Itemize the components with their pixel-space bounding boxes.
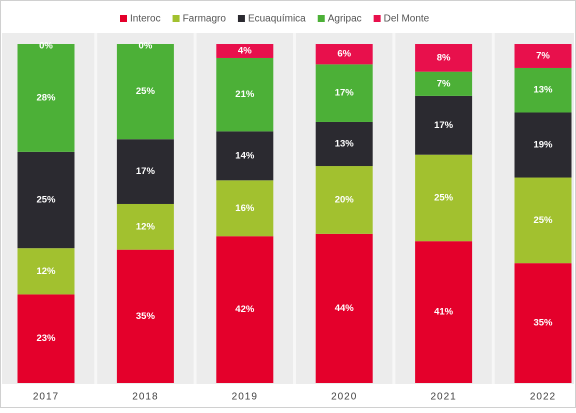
data-label: 41% bbox=[434, 307, 454, 318]
x-tick-label: 2017 bbox=[33, 392, 59, 403]
data-label: 17% bbox=[335, 88, 355, 99]
data-label: 23% bbox=[36, 333, 56, 344]
bar-segment bbox=[216, 180, 274, 237]
x-tick-label: 2018 bbox=[132, 392, 158, 403]
x-tick-label: 2021 bbox=[430, 392, 456, 403]
legend-label: Interoc bbox=[130, 14, 161, 25]
legend-swatch bbox=[373, 15, 381, 22]
bar-segment bbox=[116, 44, 174, 140]
data-label: 7% bbox=[536, 51, 550, 62]
data-label: 35% bbox=[533, 318, 553, 329]
bar-segment bbox=[17, 44, 75, 152]
data-label: 44% bbox=[335, 303, 355, 314]
bar-segment bbox=[17, 294, 75, 383]
legend-swatch bbox=[120, 15, 127, 22]
bar-segment bbox=[315, 121, 373, 167]
bar-segment bbox=[415, 44, 473, 72]
data-label: 13% bbox=[533, 85, 553, 96]
data-label: 19% bbox=[533, 140, 553, 151]
data-label: 25% bbox=[36, 195, 56, 206]
bar-segment bbox=[17, 151, 75, 249]
x-tick-label: 2019 bbox=[232, 392, 258, 403]
bar-segment bbox=[116, 139, 174, 204]
data-label: 42% bbox=[235, 304, 255, 315]
data-label: 17% bbox=[136, 166, 156, 177]
bar-segment bbox=[415, 241, 473, 383]
bar-segment bbox=[216, 44, 274, 58]
bar-segment bbox=[514, 177, 572, 264]
bar-segment bbox=[216, 236, 274, 383]
legend-label: Del Monte bbox=[384, 14, 430, 25]
bar-segment bbox=[17, 248, 75, 295]
data-label: 25% bbox=[136, 86, 156, 97]
data-label: 0% bbox=[39, 41, 53, 52]
plot-area bbox=[2, 33, 574, 384]
data-label: 28% bbox=[36, 92, 56, 103]
bar-segment bbox=[116, 249, 174, 383]
data-label: 17% bbox=[434, 120, 454, 131]
bar-segment bbox=[315, 233, 373, 383]
bar-segment bbox=[315, 64, 373, 122]
data-label: 0% bbox=[139, 41, 153, 52]
bar-segment bbox=[415, 154, 473, 242]
bar-segment bbox=[514, 67, 572, 113]
data-label: 16% bbox=[235, 203, 255, 214]
data-label: 12% bbox=[136, 221, 156, 232]
data-label: 14% bbox=[235, 150, 255, 161]
data-label: 7% bbox=[437, 78, 451, 89]
data-label: 25% bbox=[533, 215, 553, 226]
data-label: 21% bbox=[235, 89, 255, 100]
data-label: 35% bbox=[136, 311, 156, 322]
data-label: 20% bbox=[335, 194, 355, 205]
bar-segment bbox=[514, 263, 572, 383]
data-label: 25% bbox=[434, 192, 454, 203]
bar-segment bbox=[216, 57, 274, 132]
legend-swatch bbox=[317, 15, 325, 22]
data-label: 13% bbox=[335, 139, 355, 150]
legend-label: Agripac bbox=[328, 14, 362, 25]
bar-segment bbox=[415, 71, 473, 96]
x-tick-label: 2022 bbox=[530, 392, 556, 403]
legend-swatch bbox=[237, 15, 245, 22]
data-label: 4% bbox=[238, 46, 252, 57]
bar-segment bbox=[216, 131, 274, 181]
data-label: 6% bbox=[337, 49, 351, 60]
bar-segment bbox=[315, 166, 373, 234]
bar-segment bbox=[514, 44, 572, 68]
data-label: 8% bbox=[437, 52, 451, 63]
bar-segment bbox=[116, 203, 174, 250]
bar-segment bbox=[315, 44, 373, 65]
bar-segment bbox=[514, 112, 572, 178]
legend-label: Ecuaquímica bbox=[248, 14, 306, 25]
bar-segment bbox=[415, 95, 473, 155]
data-label: 12% bbox=[36, 266, 56, 277]
legend-label: Farmagro bbox=[183, 14, 227, 25]
legend-swatch bbox=[172, 15, 180, 22]
x-tick-label: 2020 bbox=[331, 392, 357, 403]
